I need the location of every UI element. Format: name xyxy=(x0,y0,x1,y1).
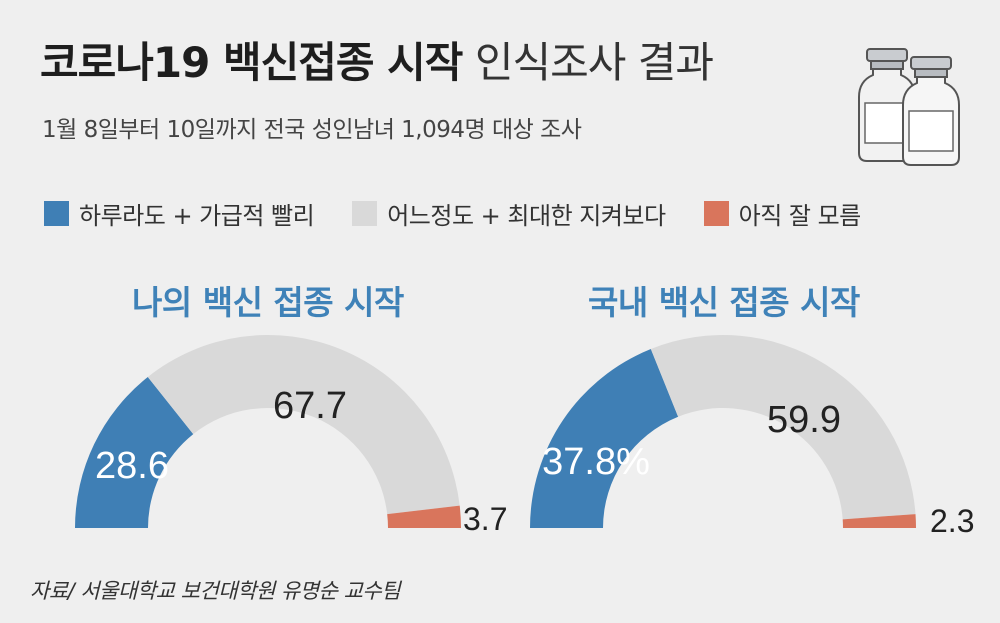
legend-item-wait: 어느정도 + 최대한 지켜보다 xyxy=(352,196,666,231)
chart-title-national: 국내 백신 접종 시작 xyxy=(588,283,860,322)
page-subtitle: 1월 8일부터 10일까지 전국 성인남녀 1,094명 대상 조사 xyxy=(42,117,582,143)
data-label-personal-fast: 28.6 xyxy=(95,445,169,487)
data-label-national-unknown: 2.3 xyxy=(930,503,974,539)
slice-national-unknown xyxy=(842,514,916,528)
title-bold: 코로나19 백신접종 시작 xyxy=(40,38,463,87)
legend-swatch-fast xyxy=(44,201,69,226)
chart-title-personal: 나의 백신 접종 시작 xyxy=(132,283,404,322)
vaccine-vials-icon xyxy=(858,48,960,166)
slice-personal-unknown xyxy=(387,505,461,528)
legend-swatch-wait xyxy=(352,201,378,226)
data-label-national-wait: 59.9 xyxy=(767,399,841,441)
legend-label-fast: 하루라도 + 가급적 빨리 xyxy=(79,202,315,230)
slice-national-fast xyxy=(530,349,679,528)
data-label-personal-unknown: 3.7 xyxy=(463,501,507,537)
page-title: 코로나19 백신접종 시작 인식조사 결과 xyxy=(40,38,714,88)
legend-label-unknown: 아직 잘 모름 xyxy=(738,202,862,230)
data-label-national-fast: 37.8% xyxy=(542,441,650,483)
legend-item-unknown: 아직 잘 모름 xyxy=(703,196,862,231)
legend-swatch-unknown xyxy=(703,201,729,226)
legend: 하루라도 + 가급적 빨리 어느정도 + 최대한 지켜보다 아직 잘 모름 xyxy=(44,196,861,231)
title-light: 인식조사 결과 xyxy=(474,38,714,87)
legend-item-fast: 하루라도 + 가급적 빨리 xyxy=(44,196,315,231)
source-note: 자료/ 서울대학교 보건대학원 유명순 교수팀 xyxy=(30,579,401,603)
legend-label-wait: 어느정도 + 최대한 지켜보다 xyxy=(387,202,666,230)
slice-national-wait xyxy=(650,335,916,520)
slice-personal-fast xyxy=(75,376,194,528)
data-label-personal-wait: 67.7 xyxy=(273,385,347,427)
slice-personal-wait xyxy=(147,335,460,515)
